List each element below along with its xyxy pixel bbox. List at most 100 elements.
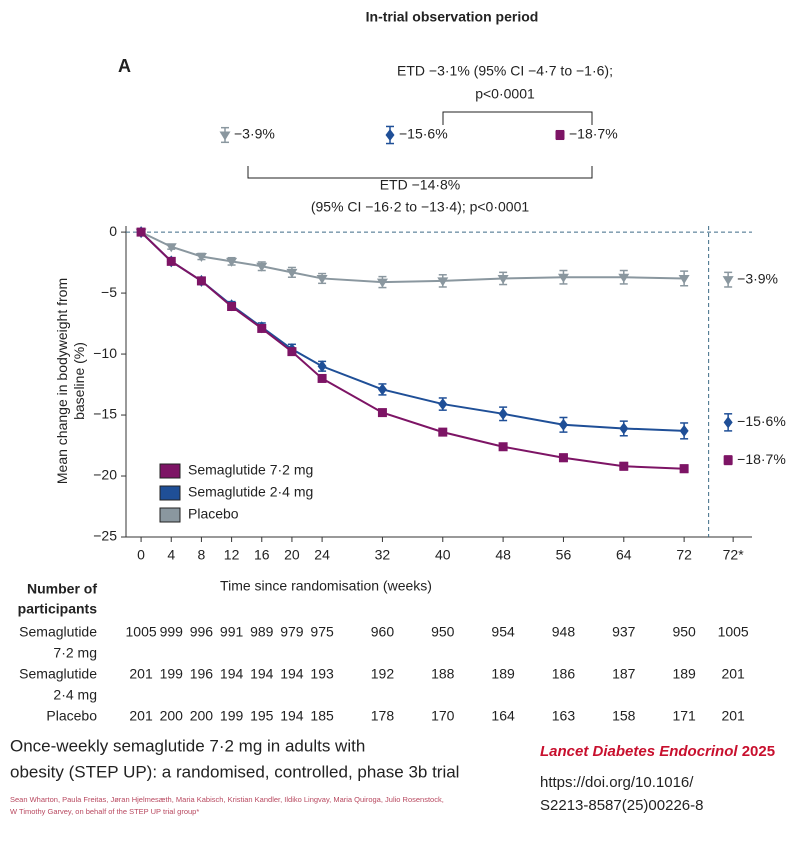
end-value-label: −3·9% <box>737 270 778 286</box>
x-tick-label: 56 <box>556 547 572 563</box>
x-axis-label: Time since randomisation (weeks) <box>220 578 432 594</box>
participant-count: 975 <box>310 624 334 640</box>
annotation: ETD −14·8% <box>380 177 461 193</box>
etd-bracket <box>442 111 593 125</box>
participant-count: 996 <box>190 624 214 640</box>
series-line <box>140 231 685 432</box>
marker <box>257 323 267 333</box>
article-title: obesity (STEP UP): a randomised, control… <box>10 762 459 781</box>
series-line <box>140 231 685 470</box>
article-title: Once-weekly semaglutide 7·2 mg in adults… <box>10 736 365 755</box>
marker <box>619 422 629 435</box>
annotation: (95% CI −16·2 to −13·4); p<0·0001 <box>311 199 530 215</box>
participant-count: 189 <box>672 666 696 682</box>
y-tick-label: −15 <box>93 406 117 422</box>
doi: https://doi.org/10.1016/ <box>540 774 694 791</box>
participant-count: 199 <box>220 708 244 724</box>
row-label: 7·2 mg <box>53 645 97 661</box>
y-axis-label: Mean change in bodyweight frombaseline (… <box>54 278 87 484</box>
x-tick-label: 72* <box>723 547 745 563</box>
marker <box>438 398 448 411</box>
table-title: Number of <box>27 581 97 597</box>
marker <box>219 131 231 141</box>
marker <box>196 276 206 286</box>
marker <box>317 373 327 383</box>
marker <box>376 278 388 288</box>
marker <box>679 464 689 474</box>
participant-count: 950 <box>672 624 696 640</box>
participant-count: 201 <box>721 666 745 682</box>
x-tick-label: 16 <box>254 547 270 563</box>
participant-count: 1005 <box>126 624 157 640</box>
participant-count: 201 <box>721 708 745 724</box>
legend-swatch <box>159 507 181 523</box>
doi: S2213-8587(25)00226-8 <box>540 797 703 814</box>
y-tick-label: 0 <box>109 223 117 239</box>
y-axis-label-line: Mean change in bodyweight from <box>54 278 70 484</box>
x-tick-label: 72 <box>676 547 692 563</box>
participant-count: 194 <box>250 666 274 682</box>
x-tick-label: 12 <box>224 547 240 563</box>
participant-count: 960 <box>371 624 395 640</box>
series-line <box>140 231 685 284</box>
marker <box>286 268 298 278</box>
journal-name: Lancet Diabetes Endocrinol <box>540 743 738 760</box>
row-label: Semaglutide <box>19 624 97 640</box>
table-title: participants <box>18 601 98 617</box>
x-tick-label: 64 <box>616 547 632 563</box>
participant-count: 948 <box>552 624 576 640</box>
participant-count: 201 <box>129 708 153 724</box>
marker <box>558 453 568 463</box>
participant-count: 194 <box>220 666 244 682</box>
x-tick-label: 0 <box>137 547 145 563</box>
participant-count: 188 <box>431 666 455 682</box>
x-tick-label: 8 <box>198 547 206 563</box>
y-tick-label: −5 <box>101 284 117 300</box>
participant-count: 193 <box>310 666 334 682</box>
article-authors: W Timothy Garvey, on behalf of the STEP … <box>10 807 199 816</box>
x-tick-label: 4 <box>167 547 175 563</box>
chart-title: In-trial observation period <box>366 9 539 25</box>
end-value-label: −18·7% <box>737 451 786 467</box>
marker <box>227 301 237 311</box>
participant-count: 989 <box>250 624 274 640</box>
legend-label: Semaglutide 7·2 mg <box>188 462 313 478</box>
y-tick-label: −10 <box>93 345 117 361</box>
participant-count: 954 <box>491 624 515 640</box>
summary-label: −15·6% <box>399 126 448 142</box>
journal: Lancet Diabetes Endocrinol 2025 <box>540 743 775 760</box>
marker <box>226 257 238 267</box>
participant-count: 178 <box>371 708 395 724</box>
marker <box>165 243 177 253</box>
x-tick-label: 40 <box>435 547 451 563</box>
x-tick-label: 48 <box>495 547 511 563</box>
participant-count: 1005 <box>718 624 749 640</box>
article-authors: Sean Wharton, Paula Freitas, Jøran Hjelm… <box>10 795 444 804</box>
participant-count: 194 <box>280 666 304 682</box>
marker <box>316 274 328 284</box>
participant-count: 937 <box>612 624 636 640</box>
participant-count: 999 <box>160 624 184 640</box>
participant-count: 192 <box>371 666 395 682</box>
annotation: ETD −3·1% (95% CI −4·7 to −1·6); <box>397 63 613 79</box>
marker <box>136 227 146 237</box>
marker <box>385 129 395 141</box>
marker <box>498 407 508 420</box>
participant-count: 201 <box>129 666 153 682</box>
marker <box>557 273 569 283</box>
marker <box>287 347 297 357</box>
participant-count: 200 <box>190 708 214 724</box>
annotation: p<0·0001 <box>475 86 535 102</box>
x-tick-label: 32 <box>375 547 391 563</box>
participant-count: 950 <box>431 624 455 640</box>
x-tick-label: 24 <box>314 547 330 563</box>
participant-count: 170 <box>431 708 455 724</box>
journal-year: 2025 <box>742 743 775 760</box>
summary-label: −18·7% <box>569 126 618 142</box>
legend-swatch <box>159 485 181 501</box>
marker <box>317 360 327 373</box>
row-label: Placebo <box>46 708 97 724</box>
marker <box>678 274 690 284</box>
participant-count: 195 <box>250 708 274 724</box>
participant-count: 194 <box>280 708 304 724</box>
